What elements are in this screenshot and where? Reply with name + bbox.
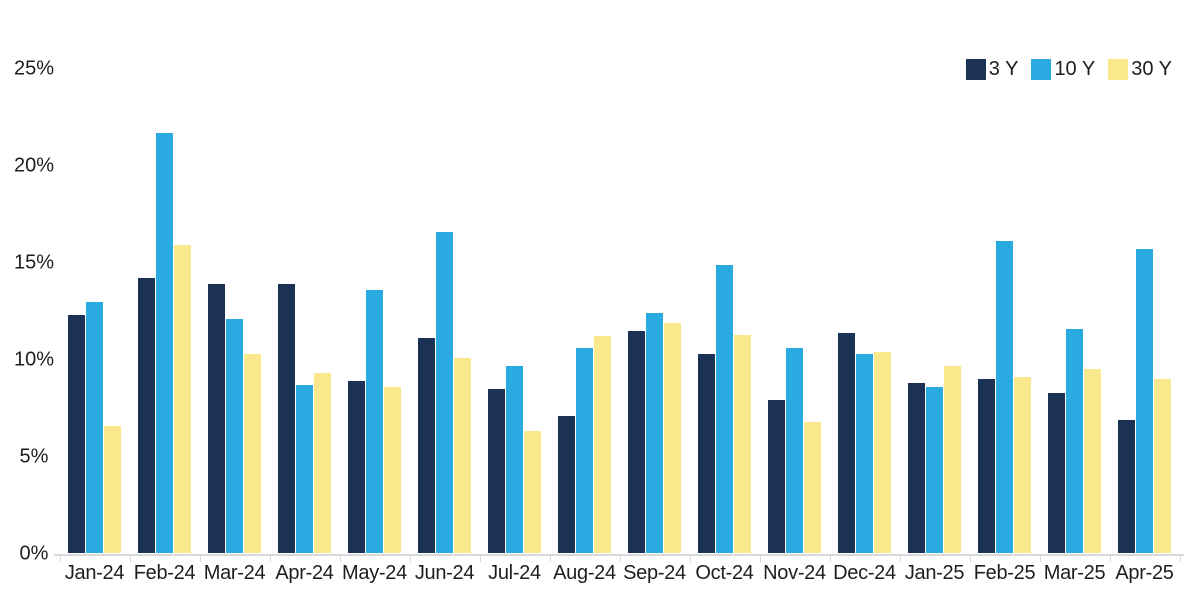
x-axis-tick: [969, 555, 971, 562]
bar-3y-feb-24: [138, 278, 155, 554]
legend-label-30y: 30 Y: [1131, 58, 1172, 80]
bar-10y-mar-24: [226, 319, 243, 554]
x-axis-label: May-24: [342, 562, 407, 584]
bar-10y-sep-24: [646, 313, 663, 554]
bar-10y-oct-24: [716, 264, 733, 554]
bar-3y-aug-24: [558, 415, 575, 554]
bar-30y-mar-24: [244, 353, 261, 554]
bar-3y-sep-24: [628, 330, 645, 554]
x-axis-label: Apr-24: [275, 562, 334, 584]
bar-10y-nov-24: [786, 348, 803, 554]
x-axis-tick: [829, 555, 831, 562]
y-axis-label: 10%: [13, 348, 55, 371]
x-axis-label: Jun-24: [414, 562, 475, 584]
y-axis-label: 5%: [19, 445, 49, 468]
x-axis-tick: [409, 555, 411, 562]
y-axis-label: 25%: [13, 57, 55, 80]
x-axis-tick: [199, 555, 201, 562]
bar-30y-jul-24: [524, 431, 541, 554]
x-axis-label: Sep-24: [623, 562, 686, 584]
x-axis-label: Jul-24: [488, 562, 541, 584]
bar-30y-oct-24: [734, 334, 751, 554]
bar-30y-apr-24: [314, 373, 331, 554]
bar-30y-jun-24: [454, 357, 471, 554]
legend-swatch-30y-icon: [1108, 59, 1129, 80]
legend-swatch-10y-icon: [1031, 59, 1052, 80]
bar-10y-jan-25: [926, 386, 943, 554]
y-axis-label: 0%: [19, 542, 49, 564]
y-axis-label: 15%: [13, 251, 55, 274]
x-axis-tick: [619, 555, 621, 562]
bar-3y-feb-25: [978, 379, 995, 554]
x-axis-tick: [59, 555, 61, 562]
bar-3y-jan-24: [68, 315, 85, 554]
x-axis-tick: [1179, 555, 1181, 562]
x-axis-label: Mar-24: [203, 562, 266, 584]
x-axis-tick: [1039, 555, 1041, 562]
bar-10y-mar-25: [1066, 328, 1083, 554]
x-axis-tick: [759, 555, 761, 562]
bar-10y-jun-24: [436, 231, 453, 554]
bar-3y-jun-24: [418, 338, 435, 554]
bar-10y-feb-25: [996, 241, 1013, 554]
legend: 3 Y 10 Y 30 Y: [965, 58, 1172, 81]
bar-3y-apr-25: [1118, 419, 1135, 554]
bar-30y-apr-25: [1154, 379, 1171, 554]
bar-30y-sep-24: [664, 322, 681, 554]
x-axis-tick: [689, 555, 691, 562]
x-axis-label: Nov-24: [763, 562, 826, 584]
bar-30y-jan-25: [944, 365, 961, 554]
x-axis-tick: [1109, 555, 1111, 562]
bar-10y-dec-24: [856, 353, 873, 554]
bar-30y-aug-24: [594, 336, 611, 554]
bar-10y-apr-24: [296, 384, 313, 554]
x-axis-line: [54, 553, 1184, 556]
bar-10y-jul-24: [506, 365, 523, 554]
bar-3y-mar-24: [208, 284, 225, 554]
bar-3y-mar-25: [1048, 392, 1065, 554]
x-axis-tick: [479, 555, 481, 562]
legend-item-3y[interactable]: 3 Y: [965, 58, 1019, 81]
legend-label-10y: 10 Y: [1054, 58, 1096, 80]
x-axis-label: Jan-24: [64, 562, 125, 584]
y-axis-label: 20%: [13, 154, 55, 177]
bar-10y-jan-24: [86, 301, 103, 554]
x-axis-label: Dec-24: [833, 562, 896, 584]
bar-10y-feb-24: [156, 132, 173, 554]
bar-30y-nov-24: [804, 421, 821, 554]
bar-3y-dec-24: [838, 332, 855, 554]
bar-10y-aug-24: [576, 348, 593, 554]
x-axis-tick: [269, 555, 271, 562]
legend-label-3y: 3 Y: [988, 58, 1019, 80]
x-axis-tick: [549, 555, 551, 562]
x-axis-label: Feb-25: [973, 562, 1036, 584]
bar-3y-jan-25: [908, 382, 925, 554]
bar-3y-nov-24: [768, 400, 785, 554]
x-axis-tick: [899, 555, 901, 562]
bar-3y-may-24: [348, 381, 365, 554]
x-axis-label: Oct-24: [695, 562, 754, 584]
legend-swatch-3y-icon: [965, 59, 986, 80]
bar-3y-jul-24: [488, 388, 505, 554]
x-axis-label: Aug-24: [553, 562, 616, 584]
bar-10y-apr-25: [1136, 249, 1153, 554]
bar-10y-may-24: [366, 289, 383, 554]
x-axis-label: Feb-24: [133, 562, 196, 584]
x-axis-tick: [129, 555, 131, 562]
x-axis-label: Mar-25: [1043, 562, 1106, 584]
bar-30y-dec-24: [874, 351, 891, 554]
x-axis-tick: [339, 555, 341, 562]
x-axis-label: Apr-25: [1115, 562, 1174, 584]
legend-item-30y[interactable]: 30 Y: [1108, 58, 1172, 81]
legend-item-10y[interactable]: 10 Y: [1031, 58, 1095, 81]
x-axis-label: Jan-25: [904, 562, 965, 584]
bar-3y-apr-24: [278, 284, 295, 554]
bar-3y-oct-24: [698, 353, 715, 554]
bar-30y-feb-24: [174, 245, 191, 554]
bar-30y-mar-25: [1084, 369, 1101, 554]
bar-30y-feb-25: [1014, 377, 1031, 554]
bar-30y-jan-24: [104, 425, 121, 554]
bar-30y-may-24: [384, 386, 401, 554]
